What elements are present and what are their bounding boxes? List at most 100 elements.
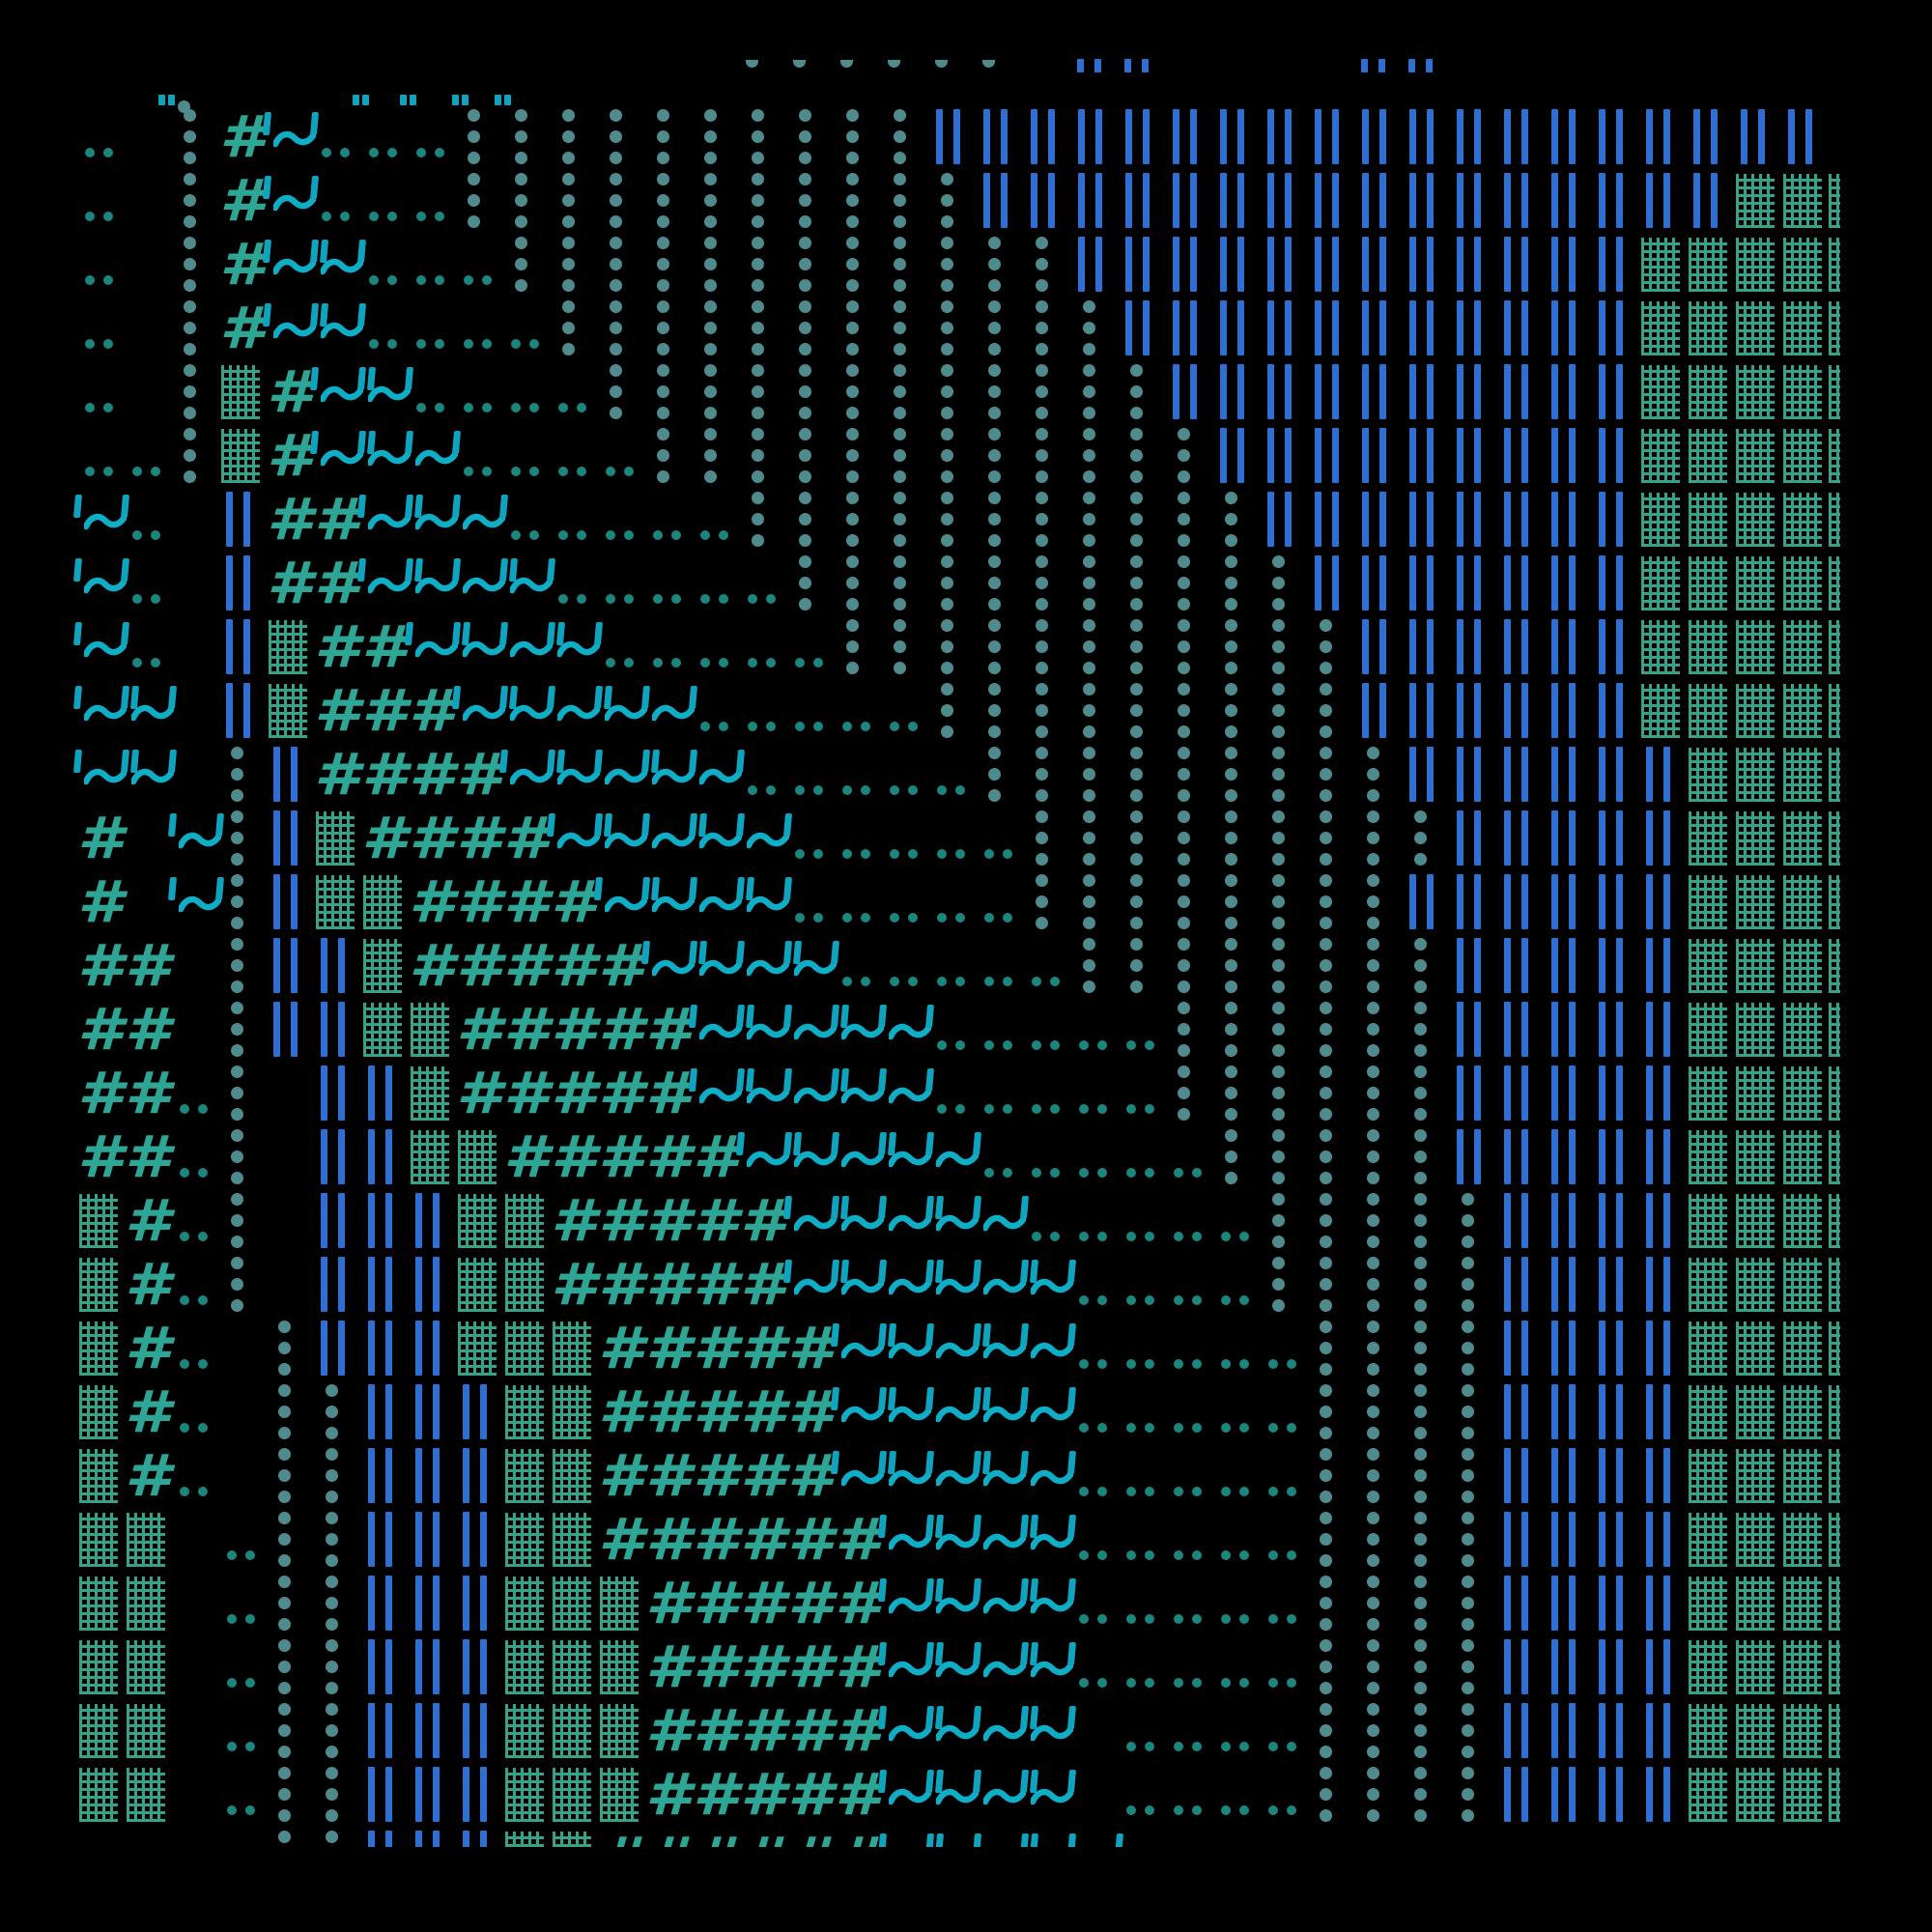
texture-block: [505, 1704, 544, 1758]
texture-block: [1689, 1768, 1727, 1822]
tilde-glyph: [177, 831, 223, 854]
texture-block: [1689, 620, 1727, 674]
dot-pair: [795, 849, 823, 859]
hash-glyph: #: [125, 1442, 170, 1510]
hash-glyph: #: [77, 932, 123, 1000]
clipped-glyph-stub: [793, 60, 806, 68]
art-row: # # # # # #: [0, 1253, 1932, 1317]
hash-glyph: #: [787, 1697, 833, 1765]
quote-mark: [1066, 1515, 1077, 1538]
dot-pair: [227, 1614, 255, 1624]
hash-glyph: #: [740, 1634, 785, 1701]
texture-block: [1736, 1258, 1775, 1312]
bar-pair: [273, 874, 298, 929]
hash-glyph: #: [787, 1634, 833, 1701]
texture-block: [1736, 1003, 1775, 1057]
texture-block: [553, 1577, 591, 1631]
bar-pair: [1457, 1002, 1481, 1057]
bar-pair: [1646, 1321, 1670, 1376]
tilde-glyph: [839, 1277, 886, 1300]
quote-mark: [120, 558, 130, 582]
dot-pair: [748, 722, 776, 731]
tilde-glyph: [839, 1405, 886, 1428]
quote-mark: [924, 1005, 935, 1028]
dot-pair: [511, 530, 539, 540]
bar-pair: [1599, 428, 1623, 483]
clipped-glyph-stub: [840, 60, 853, 68]
clipped-glyph-stub: [1077, 58, 1112, 76]
quote-mark: [924, 1387, 935, 1410]
hash-glyph: #: [125, 1123, 170, 1191]
hash-glyph: #: [77, 996, 123, 1064]
tilde-glyph: [981, 1596, 1028, 1619]
bar-pair: [1551, 1002, 1576, 1057]
texture-block: [1783, 1768, 1822, 1822]
quote-mark: [356, 240, 367, 263]
tilde-glyph: [839, 1086, 886, 1109]
art-row: #: [0, 424, 1932, 488]
quote-mark: [498, 750, 509, 773]
quote-mark: [498, 622, 509, 645]
art-row: # # # # # # #: [0, 934, 1932, 998]
hash-glyph: #: [645, 1251, 691, 1319]
quote-mark: [782, 813, 793, 837]
hash-glyph: #: [598, 1187, 643, 1255]
tilde-glyph: [413, 448, 460, 471]
edge-sliver: [1829, 748, 1840, 802]
edge-sliver: [1829, 1258, 1840, 1312]
bar-pair: [983, 109, 1008, 164]
dot-pair: [416, 148, 444, 157]
tilde-glyph: [1029, 1277, 1075, 1300]
texture-block: [1783, 429, 1822, 483]
tilde-glyph: [1029, 1787, 1075, 1810]
texture-block: [1689, 429, 1727, 483]
tilde-glyph: [934, 1150, 980, 1173]
bar-pair: [1551, 810, 1576, 866]
quote-mark: [451, 495, 462, 518]
tilde-glyph: [508, 639, 554, 663]
tilde-glyph: [555, 831, 602, 854]
bar-pair: [368, 1767, 392, 1822]
texture-block: [1783, 1258, 1822, 1312]
tilde-glyph: [839, 1150, 886, 1173]
edge-sliver: [1829, 1194, 1840, 1248]
dot-pair: [1174, 1550, 1202, 1560]
texture-block: [1736, 1513, 1775, 1567]
hash-glyph: #: [551, 1123, 596, 1191]
texture-block: [1689, 1385, 1727, 1439]
hash-glyph: #: [835, 1761, 880, 1829]
bar-pair: [321, 1065, 345, 1121]
hash-glyph: #: [835, 1825, 880, 1892]
tilde-glyph: [650, 895, 696, 918]
bar-pair: [1315, 364, 1339, 419]
texture-block: [127, 1704, 165, 1758]
bar-pair: [1315, 237, 1339, 292]
dot-pair: [1268, 1487, 1296, 1496]
bar-pair: [1551, 173, 1576, 228]
dot-pair: [1268, 1359, 1296, 1369]
hash-glyph: #: [740, 1187, 785, 1255]
bar-pair: [1457, 874, 1481, 929]
quote-mark: [688, 1005, 698, 1028]
dot-pair: [322, 212, 350, 221]
hash-glyph: #: [598, 1123, 643, 1191]
bar-pair: [1599, 1512, 1623, 1567]
quote-mark: [972, 1515, 982, 1538]
quote-mark: [782, 877, 793, 900]
bar-pair: [1504, 1639, 1528, 1694]
bar-pair: [368, 1065, 392, 1121]
tilde-glyph: [887, 1660, 933, 1683]
quote-mark: [546, 686, 556, 709]
bar-pair: [368, 1703, 392, 1758]
dot-pair: [984, 849, 1012, 859]
bar-pair: [936, 109, 960, 164]
tilde-glyph: [792, 1277, 838, 1300]
texture-block: [600, 1704, 639, 1758]
dot-pair: [132, 658, 160, 668]
bar-pair: [321, 1002, 345, 1057]
texture-block: [1736, 939, 1775, 993]
dot-pair: [180, 1104, 208, 1114]
bar-pair: [1693, 173, 1718, 228]
dot-pair: [653, 530, 681, 540]
